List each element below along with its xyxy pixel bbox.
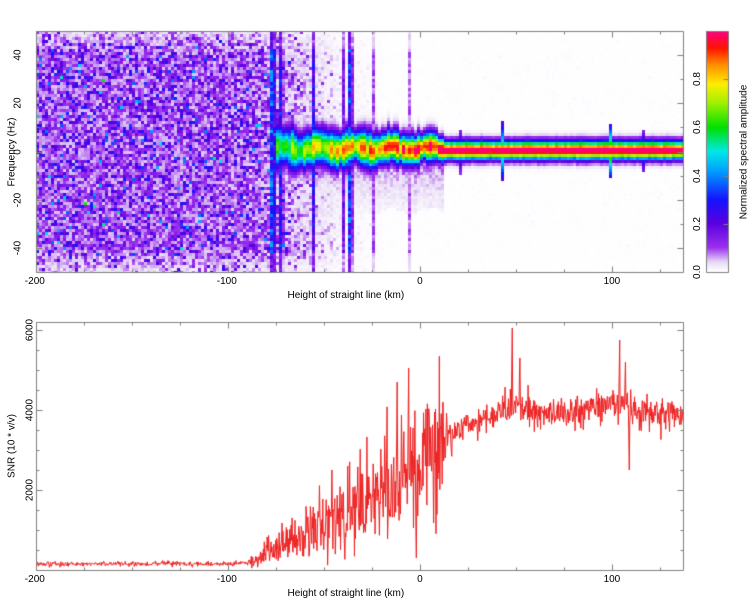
spectrogram-xtick-3: 100 bbox=[603, 276, 621, 287]
colorbar-tick-3: 0.6 bbox=[692, 120, 703, 135]
spectrogram-ytick-2: 0 bbox=[12, 148, 24, 155]
colorbar-tick-0: 0.0 bbox=[692, 265, 703, 279]
snr-ytick-0: 2000 bbox=[24, 478, 36, 502]
spectrogram-ytick-1: -20 bbox=[12, 192, 24, 207]
spectrogram-xtick-1: -100 bbox=[216, 276, 237, 287]
colorbar-tick-2: 0.4 bbox=[692, 168, 703, 183]
snr-xtick-1: -100 bbox=[216, 574, 237, 585]
spectrogram-ytick-3: 20 bbox=[12, 97, 24, 109]
spectrogram-xaxis-label: Height of straight line (km) bbox=[287, 290, 405, 301]
snr-xtick-2: 0 bbox=[417, 574, 423, 585]
snr-yaxis-label: SNR (10 * v/v) bbox=[6, 414, 18, 478]
snr-xtick-3: 100 bbox=[603, 574, 621, 585]
colorbar-label: Normalized spectral amplitude bbox=[738, 84, 750, 219]
spectrogram-ytick-4: 40 bbox=[12, 49, 24, 61]
spectrogram-xtick-0: -200 bbox=[24, 276, 45, 287]
colorbar-tick-4: 0.8 bbox=[692, 72, 703, 87]
colorbar-tick-1: 0.2 bbox=[692, 216, 703, 231]
snr-ytick-2: 6000 bbox=[24, 318, 36, 342]
snr-ytick-1: 4000 bbox=[24, 398, 36, 422]
spectrogram-ytick-0: -40 bbox=[12, 240, 24, 256]
snr-xtick-0: -200 bbox=[24, 574, 45, 585]
snr-xaxis-label: Height of straight line (km) bbox=[287, 588, 405, 599]
spectrogram-xtick-2: 0 bbox=[417, 276, 423, 287]
